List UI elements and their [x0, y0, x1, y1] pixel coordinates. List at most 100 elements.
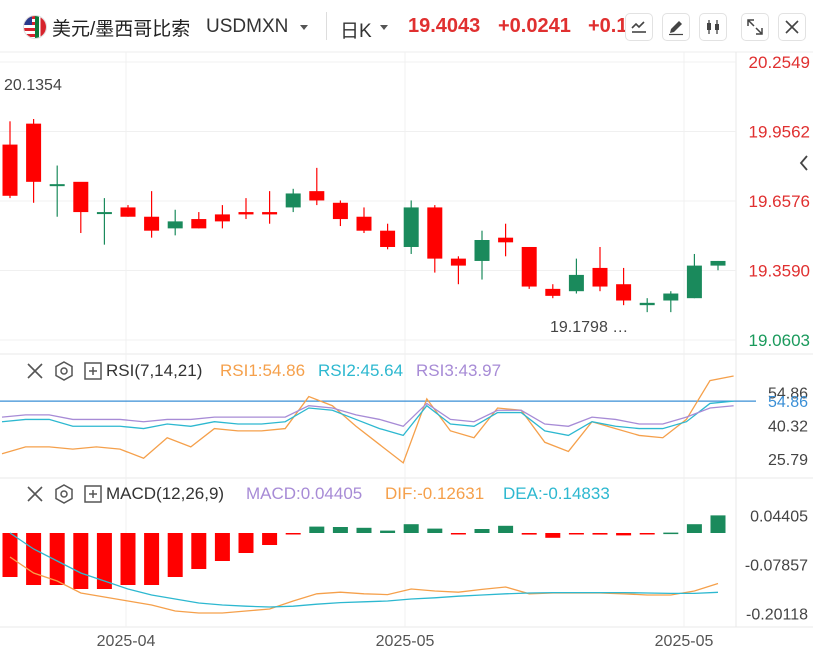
candle-body[interactable] [450, 258, 466, 266]
macd-histogram-bar [332, 527, 348, 533]
rsi-series-line [1, 400, 734, 437]
indicator-icon [707, 20, 719, 34]
macd-histogram-bar [49, 533, 65, 585]
macd-histogram-bar [498, 525, 514, 533]
macd-remove-icon[interactable] [24, 483, 46, 505]
candle-body[interactable] [2, 144, 18, 196]
macd-histogram-bar [545, 533, 561, 538]
compare-button[interactable] [625, 13, 653, 41]
candle-body[interactable] [568, 274, 584, 292]
macd-histogram-bar [191, 533, 207, 569]
close-button[interactable] [778, 13, 806, 41]
expand-icon [747, 19, 763, 35]
macd-label: MACD(12,26,9) [106, 484, 225, 503]
price-tick-label: 19.0603 [749, 331, 810, 350]
candle-body[interactable] [191, 219, 207, 229]
candle-body[interactable] [686, 265, 702, 299]
macd-histogram-bar [356, 527, 372, 533]
candle-body[interactable] [96, 212, 112, 215]
macd-histogram-bar [639, 533, 655, 535]
candle-body[interactable] [427, 207, 443, 259]
macd-histogram-bar [663, 532, 679, 535]
candle-body[interactable] [49, 184, 65, 187]
macd-histogram-bar [710, 515, 726, 533]
dif-value: DIF:-0.12631 [385, 484, 485, 503]
high-price-label: 20.1354 [4, 77, 62, 94]
candle-body[interactable] [663, 293, 679, 301]
macd-histogram-bar [616, 533, 632, 536]
rsi3-value: RSI3:43.97 [416, 361, 502, 380]
candle-body[interactable] [356, 216, 372, 231]
symbol-selector[interactable]: USDMXN [206, 16, 289, 37]
macd-histogram-bar [26, 533, 42, 585]
candle-body[interactable] [73, 181, 89, 213]
candle-body[interactable] [167, 221, 183, 229]
macd-histogram-bar [285, 533, 301, 535]
time-axis-label: 2025-04 [97, 633, 156, 650]
macd-histogram-bar [262, 533, 278, 545]
rsi-tick-label: 40.32 [768, 419, 808, 436]
candle-body[interactable] [214, 214, 230, 222]
candle-body[interactable] [238, 212, 254, 215]
macd-histogram-bar [474, 529, 490, 533]
candle-body[interactable] [403, 207, 419, 247]
price-tick-label: 19.6576 [749, 192, 810, 211]
candle-body[interactable] [521, 246, 537, 287]
macd-histogram-bar [568, 533, 584, 535]
top-bar: 美元/墨西哥比索 USDMXN 日K 19.4043 +0.0241 +0.12… [0, 0, 813, 52]
macd-histogram-bar [521, 533, 537, 535]
price-tick-label: 20.2549 [749, 53, 810, 72]
rsi-remove-icon[interactable] [24, 360, 46, 382]
candle-body[interactable] [545, 288, 561, 296]
low-price-label: 19.1798 … [550, 319, 628, 336]
price-tick-label: 19.3590 [749, 261, 810, 280]
macd-histogram-bar [167, 533, 183, 577]
candle-body[interactable] [474, 240, 490, 261]
macd-histogram-bar [144, 533, 160, 585]
candle-body[interactable] [262, 212, 278, 215]
candle-body[interactable] [639, 302, 655, 306]
period-chevron-down-icon[interactable] [380, 25, 388, 30]
macd-tick-label: -0.07857 [745, 557, 808, 574]
candle-body[interactable] [144, 216, 160, 231]
rsi-add-icon[interactable] [82, 360, 104, 382]
time-axis-label: 2025-05 [376, 633, 435, 650]
macd-histogram-bar [380, 530, 396, 533]
price-change: +0.0241 [498, 15, 571, 37]
macd-value: MACD:0.04405 [246, 484, 363, 503]
candle-body[interactable] [498, 237, 514, 243]
rsi-reference-label: 54.86 [768, 394, 808, 411]
rsi1-value: RSI1:54.86 [220, 361, 306, 380]
divider [326, 12, 327, 40]
expand-button[interactable] [741, 13, 769, 41]
symbol-chevron-down-icon[interactable] [300, 25, 308, 30]
macd-settings-icon[interactable] [53, 483, 75, 505]
dea-value: DEA:-0.14833 [503, 484, 610, 503]
candle-body[interactable] [710, 260, 726, 266]
candle-body[interactable] [380, 230, 396, 247]
macd-add-icon[interactable] [82, 483, 104, 505]
usd-mxn-flag-icon [24, 16, 46, 38]
candle-body[interactable] [309, 191, 325, 201]
rsi-tick-label: 25.79 [768, 452, 808, 469]
macd-histogram-bar [238, 533, 254, 553]
candle-body[interactable] [120, 207, 136, 217]
candle-body[interactable] [592, 267, 608, 287]
macd-histogram-bar [73, 533, 89, 589]
rsi-series-line [1, 402, 734, 428]
candle-body[interactable] [332, 202, 348, 220]
side-panel-toggle[interactable] [796, 150, 812, 176]
compare-icon [631, 21, 646, 33]
candle-body[interactable] [26, 123, 42, 182]
draw-button[interactable] [662, 13, 690, 41]
candle-body[interactable] [616, 284, 632, 301]
candle-body[interactable] [285, 193, 301, 208]
rsi-settings-icon[interactable] [53, 360, 75, 382]
macd-histogram-bar [96, 533, 112, 589]
period-selector[interactable]: 日K [340, 21, 372, 42]
macd-histogram-bar [214, 533, 230, 561]
indicator-button[interactable] [699, 13, 727, 41]
draw-icon [669, 21, 683, 36]
pair-name: 美元/墨西哥比索 [52, 19, 191, 40]
